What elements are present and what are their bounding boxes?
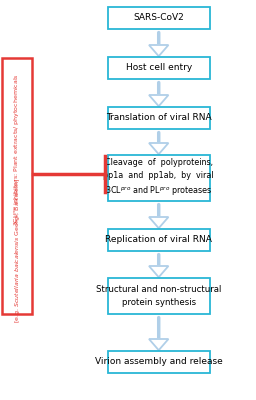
Polygon shape bbox=[149, 95, 168, 106]
Polygon shape bbox=[149, 266, 168, 277]
FancyBboxPatch shape bbox=[3, 58, 32, 314]
Polygon shape bbox=[149, 266, 168, 277]
Text: 3CL$^{pro}$ inhibitors: Plant extracts/ phytochemicals: 3CL$^{pro}$ inhibitors: Plant extracts/ … bbox=[12, 74, 22, 226]
FancyBboxPatch shape bbox=[108, 7, 210, 29]
Text: Virion assembly and release: Virion assembly and release bbox=[95, 358, 223, 366]
Polygon shape bbox=[149, 339, 168, 350]
FancyBboxPatch shape bbox=[108, 351, 210, 373]
Polygon shape bbox=[149, 339, 168, 350]
Text: [e.g. $\it{Scutellaria\ baicalensis}$ Georgi; Baicalein]: [e.g. $\it{Scutellaria\ baicalensis}$ Ge… bbox=[13, 178, 22, 322]
Polygon shape bbox=[149, 95, 168, 106]
Polygon shape bbox=[149, 217, 168, 228]
Text: Translation of viral RNA: Translation of viral RNA bbox=[106, 114, 211, 122]
FancyBboxPatch shape bbox=[108, 278, 210, 314]
FancyBboxPatch shape bbox=[108, 155, 210, 201]
FancyBboxPatch shape bbox=[108, 229, 210, 251]
Text: Cleavage  of  polyproteins,
pp1a  and  pp1ab,  by  viral
3CL$^{pro}$ and PL$^{pr: Cleavage of polyproteins, pp1a and pp1ab… bbox=[103, 158, 214, 198]
Polygon shape bbox=[149, 217, 168, 228]
Text: Replication of viral RNA: Replication of viral RNA bbox=[105, 236, 212, 244]
Polygon shape bbox=[149, 45, 168, 56]
Polygon shape bbox=[149, 143, 168, 154]
FancyBboxPatch shape bbox=[108, 107, 210, 129]
Text: SARS-CoV2: SARS-CoV2 bbox=[133, 14, 184, 22]
Text: Host cell entry: Host cell entry bbox=[126, 64, 192, 72]
Polygon shape bbox=[149, 143, 168, 154]
Polygon shape bbox=[149, 45, 168, 56]
FancyBboxPatch shape bbox=[108, 57, 210, 79]
Text: Structural and non-structural
protein synthesis: Structural and non-structural protein sy… bbox=[96, 286, 221, 306]
